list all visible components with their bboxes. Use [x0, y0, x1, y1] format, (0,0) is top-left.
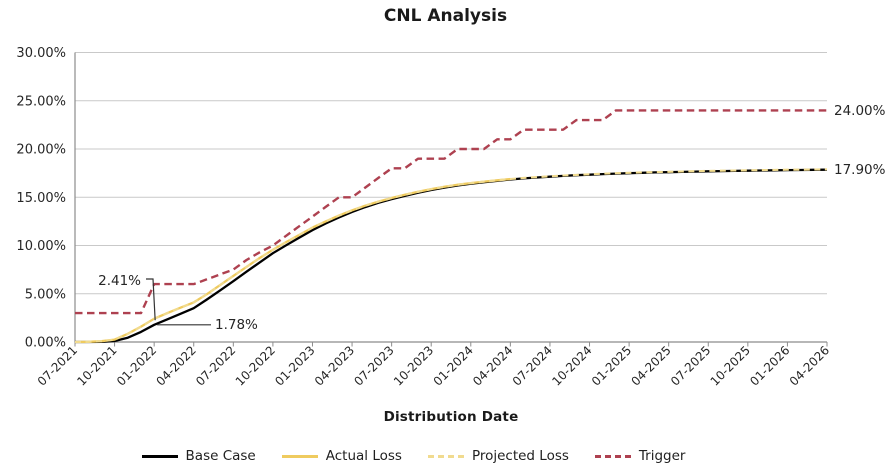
legend-label-base-case: Base Case — [185, 448, 256, 464]
legend-item-actual-loss: Actual Loss — [281, 448, 402, 464]
svg-text:01-2026: 01-2026 — [747, 343, 792, 388]
svg-text:07-2023: 07-2023 — [351, 343, 396, 388]
legend-label-trigger: Trigger — [638, 448, 686, 464]
gridlines — [75, 52, 827, 295]
svg-text:15.00%: 15.00% — [16, 191, 66, 206]
series-line-base-case — [75, 168, 828, 344]
legend-label-projected-loss: Projected Loss — [471, 448, 569, 464]
annotation-end-label: 24.00% — [834, 103, 886, 119]
svg-text:04-2022: 04-2022 — [154, 343, 199, 388]
x-tick-labels: 07-202110-202101-202204-202207-202210-20… — [35, 342, 832, 389]
svg-text:5.00%: 5.00% — [25, 287, 66, 302]
svg-text:07-2024: 07-2024 — [510, 343, 555, 388]
base-case-line-icon — [141, 454, 178, 458]
svg-text:10-2024: 10-2024 — [549, 343, 594, 388]
y-tick-labels: 0.00% 5.00% 10.00% 15.00% 20.00% 25.00% 30.00% — [16, 46, 66, 351]
svg-text:04-2023: 04-2023 — [312, 343, 357, 388]
svg-text:04-2026: 04-2026 — [787, 343, 832, 388]
svg-text:10-2021: 10-2021 — [74, 343, 119, 388]
axes — [74, 52, 827, 343]
legend-item-projected-loss: Projected Loss — [427, 448, 569, 464]
chart-legend: Base Case Actual Loss Projected Loss Tri… — [0, 448, 859, 464]
annotations: 2.41% 1.78% 24.00% 17.90% — [98, 103, 886, 333]
legend-label-actual-loss: Actual Loss — [325, 448, 402, 464]
svg-text:07-2025: 07-2025 — [668, 343, 713, 388]
series-line-trigger — [75, 109, 827, 315]
series-line-actual-loss — [74, 177, 511, 344]
svg-text:0.00%: 0.00% — [25, 336, 66, 351]
x-axis-title: Distribution Date — [383, 409, 519, 425]
svg-text:10.00%: 10.00% — [16, 239, 66, 254]
svg-text:10-2023: 10-2023 — [391, 343, 436, 388]
svg-text:04-2024: 04-2024 — [470, 343, 515, 388]
trigger-line-icon — [594, 454, 631, 458]
svg-text:07-2022: 07-2022 — [193, 343, 238, 388]
svg-text:01-2025: 01-2025 — [589, 343, 634, 388]
svg-text:01-2022: 01-2022 — [114, 343, 159, 388]
projected-loss-line-icon — [427, 454, 464, 458]
svg-text:10-2022: 10-2022 — [233, 343, 278, 388]
legend-item-trigger: Trigger — [594, 448, 686, 464]
actual-loss-line-icon — [281, 454, 318, 458]
svg-text:01-2023: 01-2023 — [272, 343, 317, 388]
annotation-label: 1.78% — [215, 317, 258, 333]
annotation-leader-line — [146, 278, 156, 321]
legend-item-base-case: Base Case — [141, 448, 256, 464]
chart-title: CNL Analysis — [383, 6, 508, 26]
svg-text:04-2025: 04-2025 — [628, 343, 673, 388]
svg-text:01-2024: 01-2024 — [431, 343, 476, 388]
svg-text:20.00%: 20.00% — [16, 143, 66, 158]
svg-text:25.00%: 25.00% — [16, 94, 66, 109]
svg-text:30.00%: 30.00% — [16, 46, 66, 61]
svg-text:10-2025: 10-2025 — [708, 343, 753, 388]
annotation-end-label: 17.90% — [834, 162, 886, 178]
annotation-label: 2.41% — [98, 273, 141, 289]
series-line-projected-loss — [74, 168, 828, 344]
